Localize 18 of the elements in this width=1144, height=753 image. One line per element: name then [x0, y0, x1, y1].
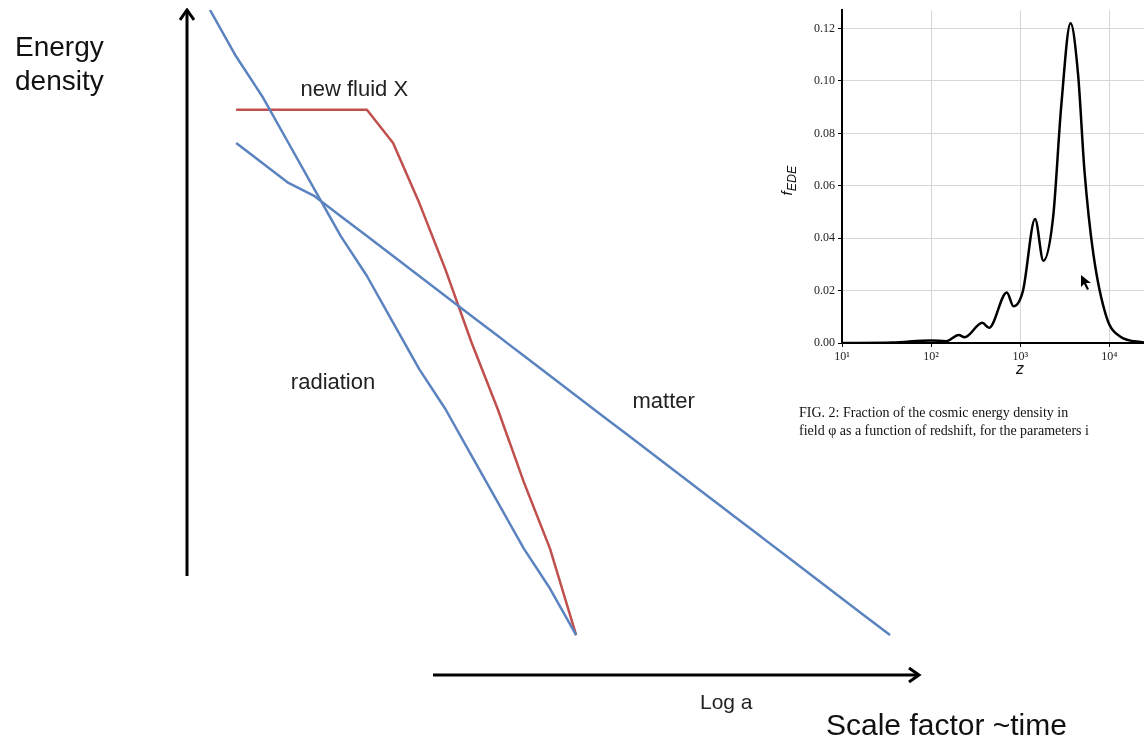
y-tick-label: 0.04 — [814, 230, 835, 245]
x-tick-label: 10¹ — [834, 349, 851, 364]
y-tick-label: 0.10 — [814, 73, 835, 88]
text: Scale factor ~time — [826, 708, 1067, 742]
y-tick-label: 0.00 — [814, 335, 835, 350]
annotation: FIG. 2: Fraction of the cosmic energy density in — [799, 405, 1069, 421]
y-tick-label: 0.02 — [814, 282, 835, 297]
x-tick-label: 10⁴ — [1101, 349, 1118, 364]
y-tick-label: 0.08 — [814, 125, 835, 140]
x-axis-title: Log a — [700, 690, 753, 714]
series-label: radiation — [290, 369, 376, 395]
x-tick-label: 10² — [923, 349, 940, 364]
y-tick-label: 0.12 — [814, 20, 835, 35]
series-label: matter — [632, 387, 695, 413]
y-tick-label: 0.06 — [814, 177, 835, 192]
series-label: new fluid X — [300, 75, 409, 101]
y-axis-title: Energy density — [15, 30, 105, 98]
annotation: field φ as a function of redshift, for the parameters i — [799, 423, 1089, 439]
